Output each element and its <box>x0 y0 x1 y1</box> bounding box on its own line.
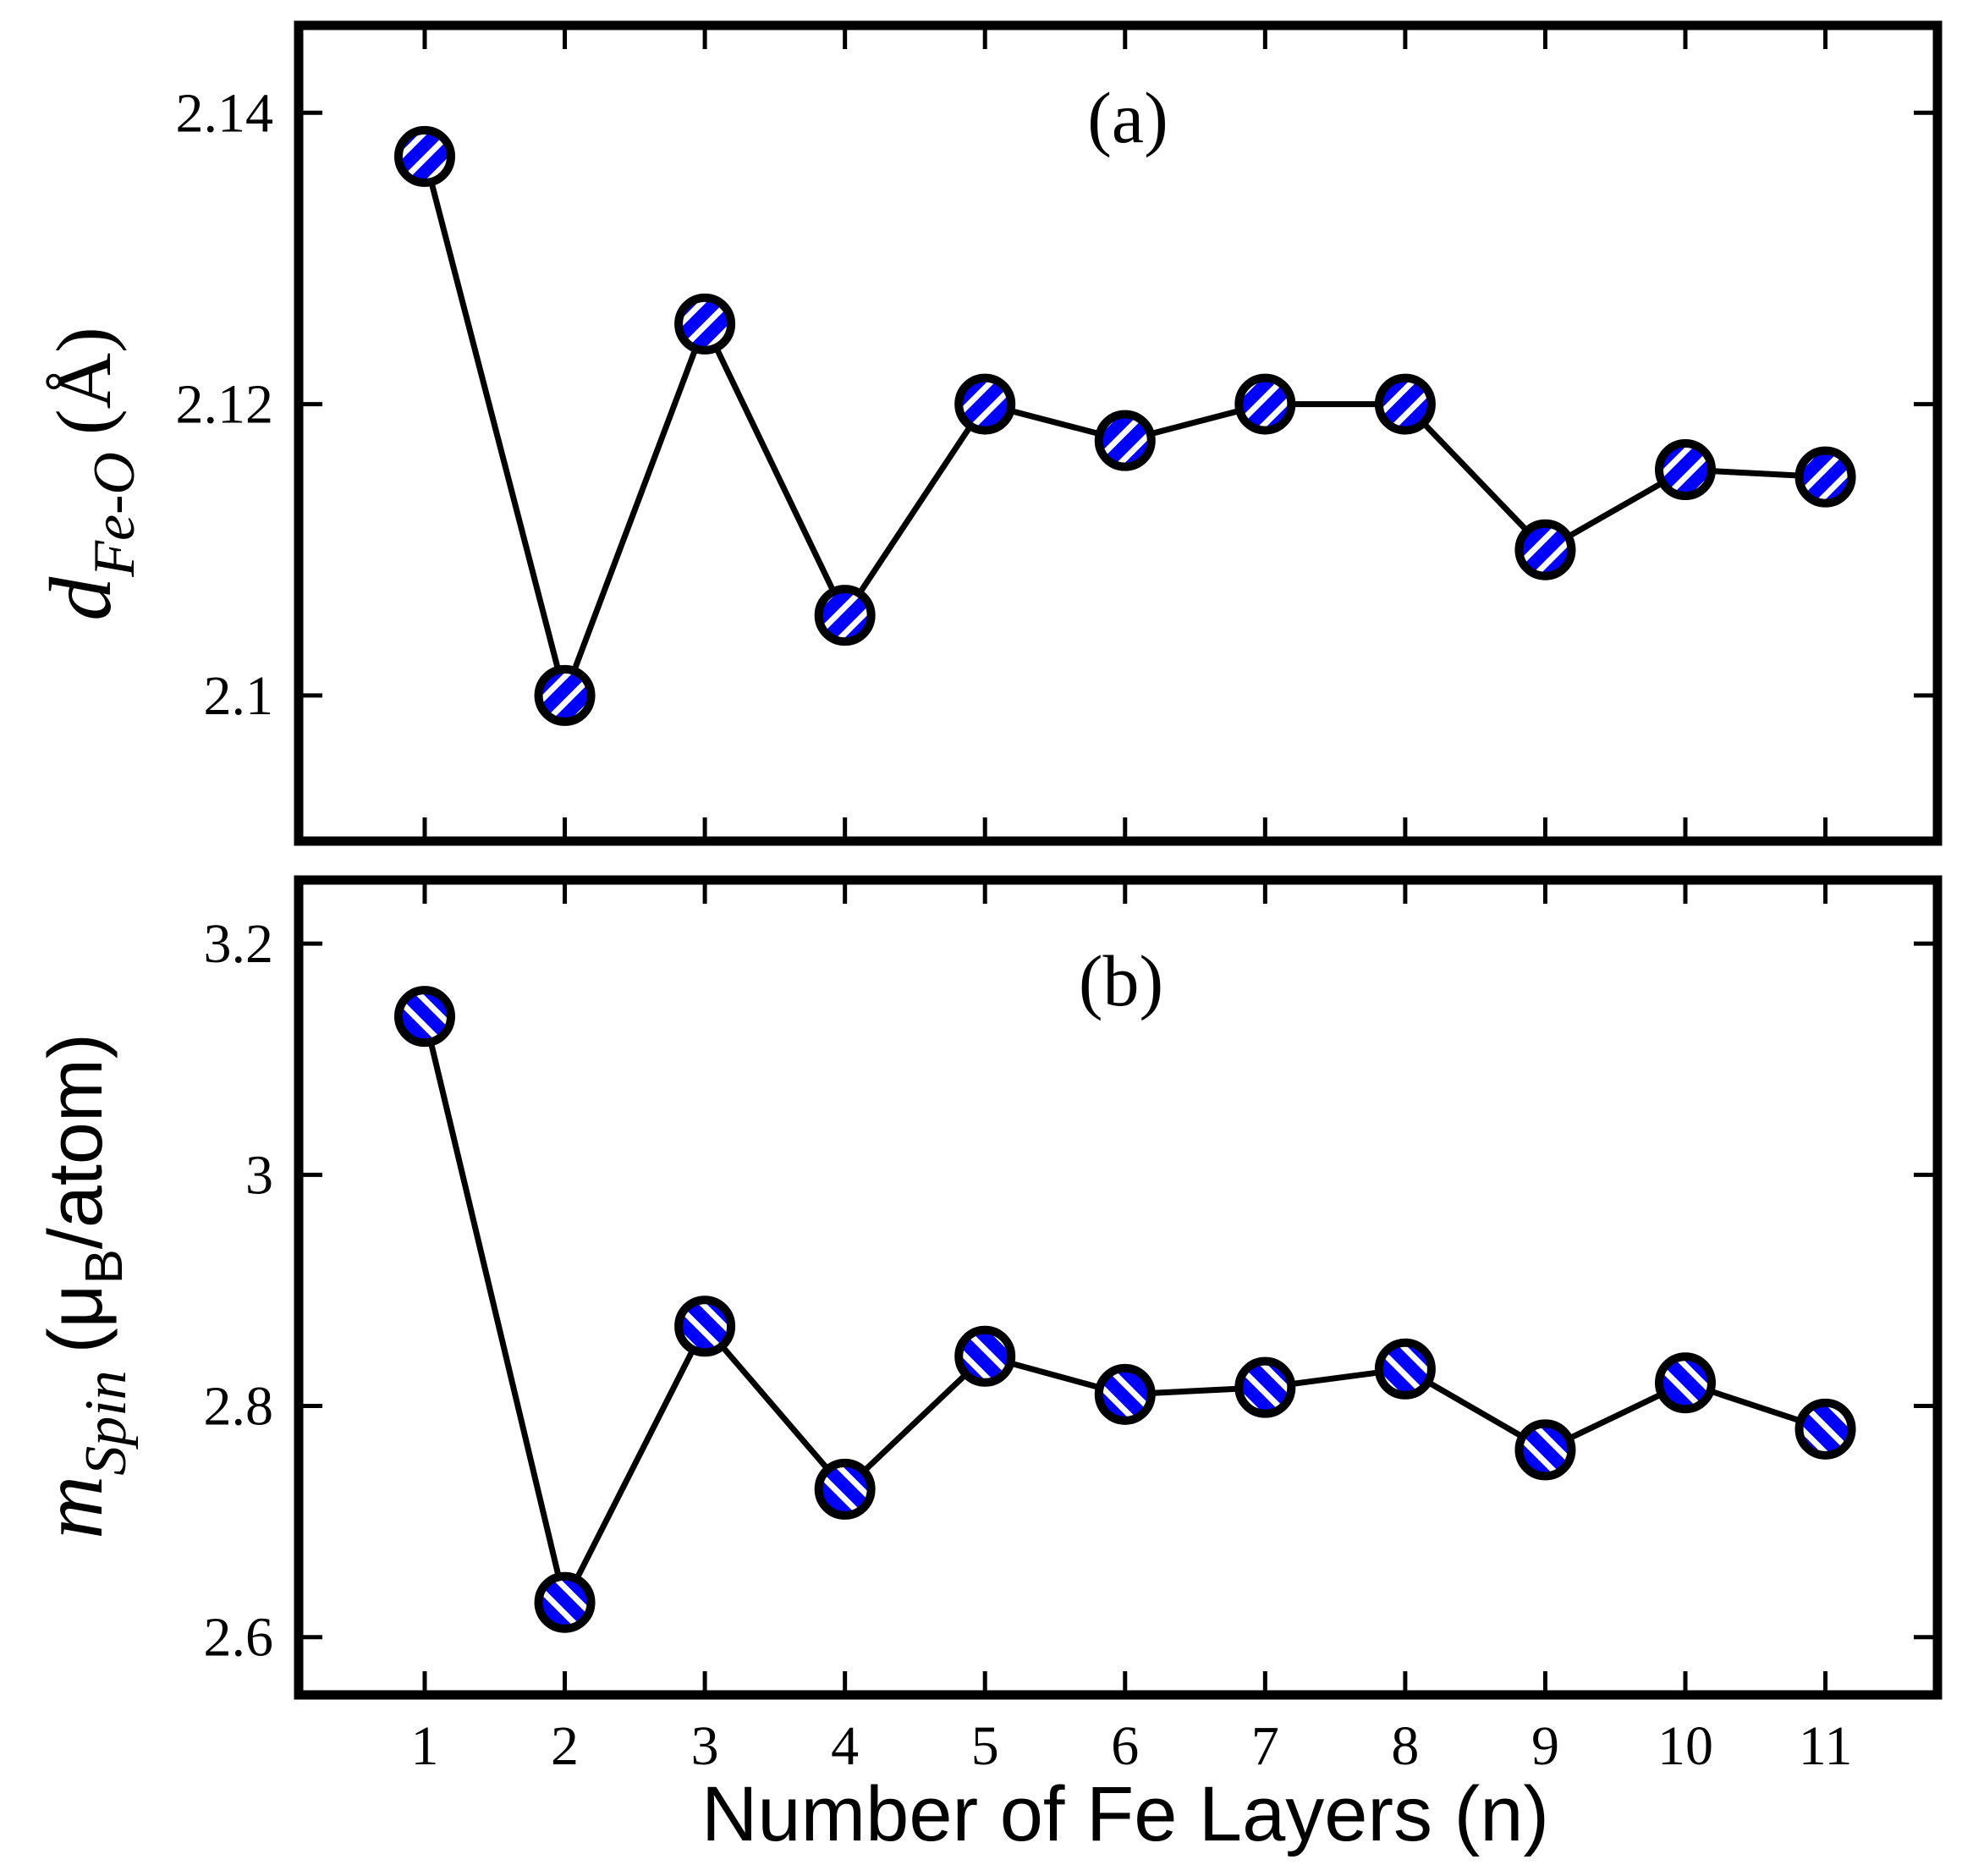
data-point <box>814 1458 876 1520</box>
y-tick-label: 3 <box>245 1144 273 1206</box>
data-point <box>1655 439 1716 501</box>
panel-a-label: (a) <box>1087 77 1168 158</box>
data-point <box>1794 446 1856 508</box>
data-point <box>674 1296 736 1357</box>
x-tick-label: 2 <box>551 1715 579 1777</box>
data-point <box>1094 410 1156 471</box>
y-tick-label: 2.14 <box>176 82 274 144</box>
data-point <box>394 986 455 1048</box>
panel-b-ylabel-unit-close: /atom) <box>34 1033 118 1249</box>
panel-b-ylabel-subscript: Spin <box>74 1370 139 1475</box>
panel-a-ylabel-unit: (Å) <box>41 327 127 435</box>
data-point <box>814 585 876 646</box>
data-point <box>1514 1419 1576 1481</box>
x-tick-labels: 1 2 3 4 5 6 7 8 9 10 11 <box>411 1715 1853 1777</box>
panel-a-y-tick-labels: 2.1 2.12 2.14 <box>176 82 274 727</box>
data-point <box>1655 1352 1716 1414</box>
data-point <box>534 664 596 726</box>
y-tick-label: 2.6 <box>204 1607 274 1669</box>
x-tick-label: 9 <box>1531 1715 1559 1777</box>
x-tick-label: 11 <box>1799 1715 1853 1777</box>
y-tick-label: 2.1 <box>204 665 274 727</box>
panel-b-ylabel-symbol: m <box>24 1476 121 1539</box>
data-point <box>674 293 736 355</box>
data-point <box>1794 1398 1856 1460</box>
panel-a-frame <box>294 20 1943 846</box>
data-point <box>1374 1338 1436 1400</box>
data-point <box>1234 373 1296 435</box>
panel-a-markers <box>394 125 1856 726</box>
panel-a: 2.1 2.12 2.14 (a) dFe-O (Å) <box>32 20 1943 846</box>
y-tick-label: 2.12 <box>176 374 274 436</box>
data-point <box>1514 519 1576 580</box>
data-point <box>1234 1356 1296 1418</box>
x-tick-label: 1 <box>411 1715 439 1777</box>
x-tick-label: 6 <box>1111 1715 1139 1777</box>
data-point <box>1094 1363 1156 1425</box>
panel-b-ylabel-unit-open: (μ <box>34 1285 118 1354</box>
data-point <box>954 1325 1016 1387</box>
data-point <box>534 1571 596 1633</box>
panel-b-y-tick-labels: 2.6 2.8 3 3.2 <box>204 913 274 1669</box>
x-tick-label: 5 <box>971 1715 999 1777</box>
panel-b-markers <box>394 986 1856 1633</box>
data-point <box>394 125 455 187</box>
panel-b-ylabel-unit-sub: B <box>75 1249 134 1284</box>
x-tick-label: 10 <box>1657 1715 1713 1777</box>
panel-b-y-ticks <box>299 941 1937 1640</box>
panel-b: 2.6 2.8 3 3.2 (b) mSpin (μB/atom) <box>24 875 1943 1700</box>
panel-a-y-axis-title: dFe-O (Å) <box>32 327 147 620</box>
x-tick-label: 7 <box>1251 1715 1279 1777</box>
panel-a-ylabel-subscript: Fe-O <box>82 452 147 578</box>
panel-b-label: (b) <box>1079 940 1163 1021</box>
x-tick-label: 4 <box>831 1715 859 1777</box>
panel-b-y-axis-title: mSpin (μB/atom) <box>24 1033 139 1539</box>
data-point <box>954 373 1016 435</box>
x-tick-label: 8 <box>1391 1715 1419 1777</box>
x-axis-title: Number of Fe Layers (n) <box>701 1771 1549 1857</box>
data-point <box>1374 373 1436 435</box>
panel-a-ylabel-symbol: d <box>32 576 129 621</box>
x-tick-label: 3 <box>691 1715 719 1777</box>
panel-b-series-line <box>421 1015 1827 1606</box>
panel-b-frame <box>294 875 1943 1700</box>
y-tick-label: 2.8 <box>204 1376 274 1438</box>
y-tick-label: 3.2 <box>204 913 274 975</box>
